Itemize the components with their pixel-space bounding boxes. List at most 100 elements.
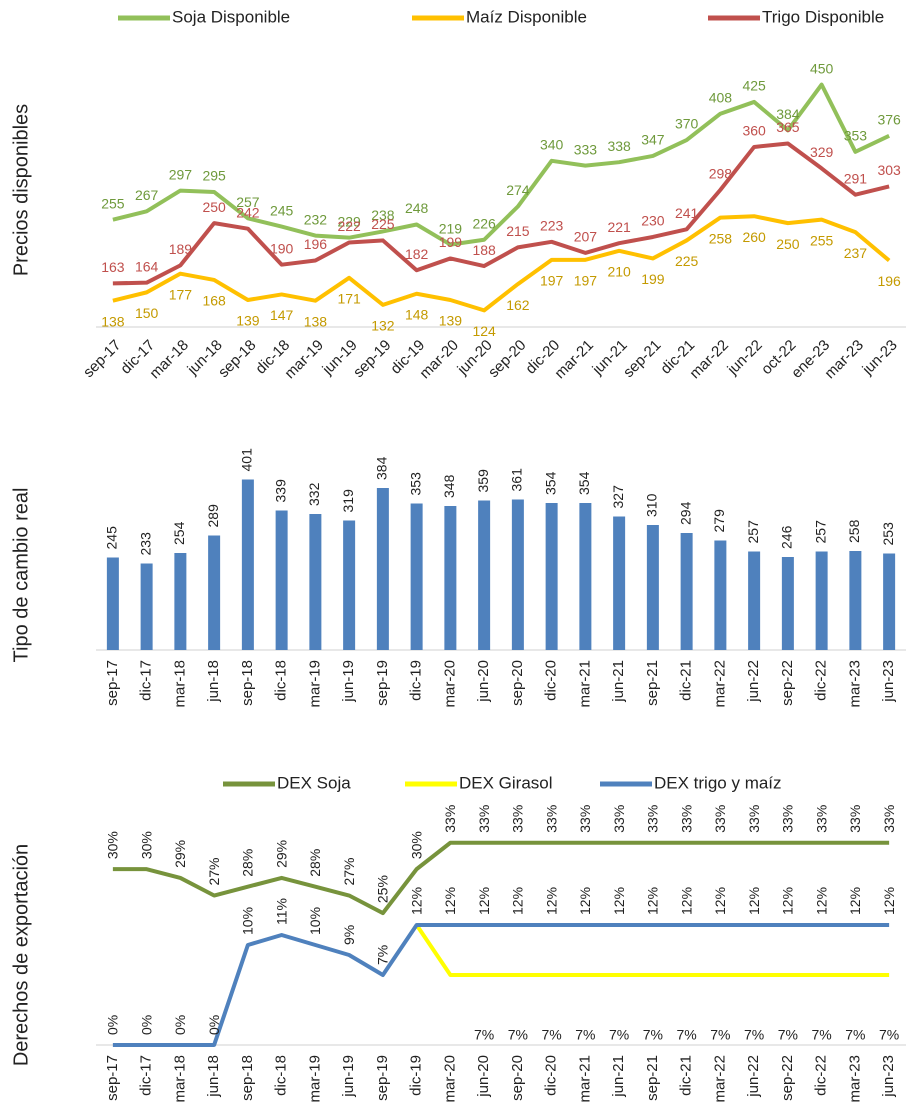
bar [511, 499, 524, 650]
value-label: 250 [202, 199, 226, 215]
x-tick-label: mar-21 [576, 660, 593, 708]
x-tick-label: mar-18 [171, 660, 188, 708]
bar [106, 557, 119, 650]
bar [241, 479, 254, 650]
bar [781, 557, 794, 650]
bar [478, 500, 491, 650]
series-line [112, 141, 890, 286]
x-tick-label: jun-23 [859, 337, 901, 379]
bar [275, 510, 288, 650]
bar [174, 553, 187, 650]
value-label: 233 [137, 532, 153, 556]
bar [208, 535, 221, 650]
value-label: 188 [472, 242, 496, 258]
x-tick-label: sep-21 [644, 1055, 661, 1101]
value-label: 12% [645, 887, 661, 915]
value-label: 182 [405, 246, 429, 262]
value-label: 348 [441, 474, 457, 498]
value-label: 163 [101, 259, 125, 275]
x-tick-label: jun-23 [880, 1055, 897, 1098]
x-tick-label: mar-19 [281, 337, 327, 383]
value-label: 258 [846, 519, 862, 543]
value-label: 33% [645, 805, 661, 833]
value-label: 327 [610, 485, 626, 509]
value-label: 257 [236, 194, 260, 210]
x-tick-label: sep-19 [374, 1055, 391, 1101]
value-label: 138 [304, 313, 328, 329]
value-label: 12% [780, 887, 796, 915]
value-label: 257 [812, 520, 828, 544]
bar [579, 503, 592, 650]
series-line [112, 82, 890, 247]
legend-label: DEX Soja [277, 773, 351, 792]
y-axis-title: Derechos de exportación [10, 844, 32, 1066]
value-label: 7% [474, 1027, 494, 1043]
legend-label: Trigo Disponible [762, 7, 884, 26]
bar [849, 551, 862, 650]
value-label: 294 [677, 501, 693, 525]
x-tick-label: dic-20 [543, 1055, 560, 1096]
value-label: 401 [239, 448, 255, 472]
value-label: 230 [641, 213, 665, 229]
value-label: 7% [812, 1027, 832, 1043]
value-label: 11% [273, 898, 289, 925]
value-label: 365 [776, 119, 800, 135]
bar [376, 488, 389, 650]
x-tick-label: mar-21 [576, 1055, 593, 1103]
x-tick-label: dic-21 [678, 660, 695, 701]
x-tick-label: mar-20 [441, 1055, 458, 1103]
value-label: 7% [778, 1027, 798, 1043]
value-label: 30% [138, 831, 154, 859]
value-label: 7% [845, 1027, 865, 1043]
value-label: 7% [879, 1027, 899, 1043]
bar [410, 503, 423, 650]
x-tick-label: sep-20 [509, 1055, 526, 1101]
value-label: 329 [810, 144, 834, 160]
value-label: 33% [746, 805, 762, 833]
x-tick-label: mar-22 [686, 337, 732, 383]
x-tick-label: jun-22 [745, 1055, 762, 1098]
value-label: 222 [337, 218, 361, 234]
value-label: 354 [542, 471, 558, 495]
bar [680, 533, 693, 650]
bar [613, 516, 626, 650]
value-label: 229 [337, 213, 361, 229]
x-tick-label: dic-19 [408, 1055, 425, 1096]
x-tick-label: mar-22 [711, 1055, 728, 1103]
value-label: 347 [641, 132, 665, 148]
x-tick-label: jun-21 [610, 1055, 627, 1098]
value-label: 319 [340, 489, 356, 513]
x-tick-label: mar-19 [306, 1055, 323, 1103]
value-label: 27% [341, 857, 357, 885]
value-label: 168 [202, 293, 226, 309]
value-label: 219 [439, 220, 463, 236]
value-label: 425 [742, 78, 766, 94]
value-label: 225 [675, 253, 699, 269]
value-label: 33% [780, 805, 796, 833]
value-label: 33% [510, 805, 526, 833]
value-label: 297 [169, 166, 193, 182]
x-tick-label: sep-20 [485, 337, 529, 381]
value-label: 171 [337, 291, 361, 307]
value-label: 12% [847, 887, 863, 915]
value-label: 12% [543, 887, 559, 915]
value-label: 12% [408, 887, 424, 915]
x-tick-label: sep-21 [620, 337, 664, 381]
value-label: 232 [304, 211, 328, 227]
value-label: 291 [844, 170, 868, 186]
x-tick-label: sep-22 [779, 1055, 796, 1101]
value-label: 223 [540, 218, 564, 234]
value-label: 196 [304, 236, 328, 252]
value-label: 253 [880, 522, 896, 546]
value-label: 30% [408, 831, 424, 859]
value-label: 33% [712, 805, 728, 833]
value-label: 12% [476, 887, 492, 915]
bar [646, 525, 659, 650]
value-label: 139 [236, 313, 260, 329]
value-label: 162 [506, 297, 530, 313]
bar [748, 551, 761, 650]
value-label: 384 [374, 456, 390, 480]
x-tick-label: dic-17 [138, 660, 155, 701]
value-label: 255 [101, 195, 125, 211]
